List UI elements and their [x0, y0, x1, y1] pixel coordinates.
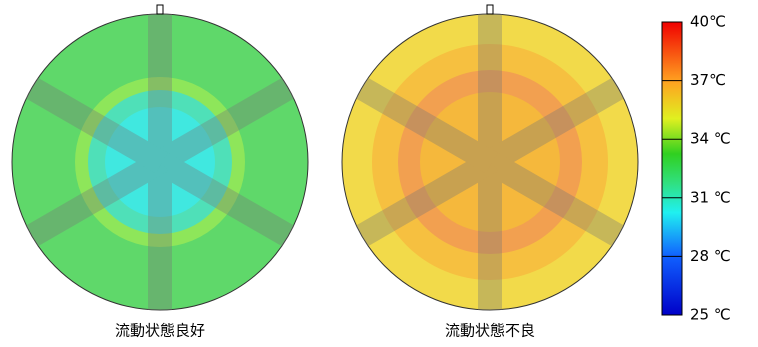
colorbar-tick-label: 40℃	[690, 13, 726, 31]
colorbar-tick-label: 34 ℃	[690, 130, 731, 148]
panel-title: 流動状態不良	[445, 322, 535, 340]
colorbar-tick-label: 31 ℃	[690, 188, 731, 206]
colorbar-tick-label: 37℃	[690, 71, 726, 89]
colorbar-tick-label: 28 ℃	[690, 247, 731, 265]
colorbar	[661, 21, 683, 316]
panel-title: 流動状態良好	[115, 322, 205, 340]
disk-poor	[341, 4, 639, 311]
disk-good	[11, 4, 309, 311]
colorbar-tick-label: 25 ℃	[690, 306, 731, 324]
